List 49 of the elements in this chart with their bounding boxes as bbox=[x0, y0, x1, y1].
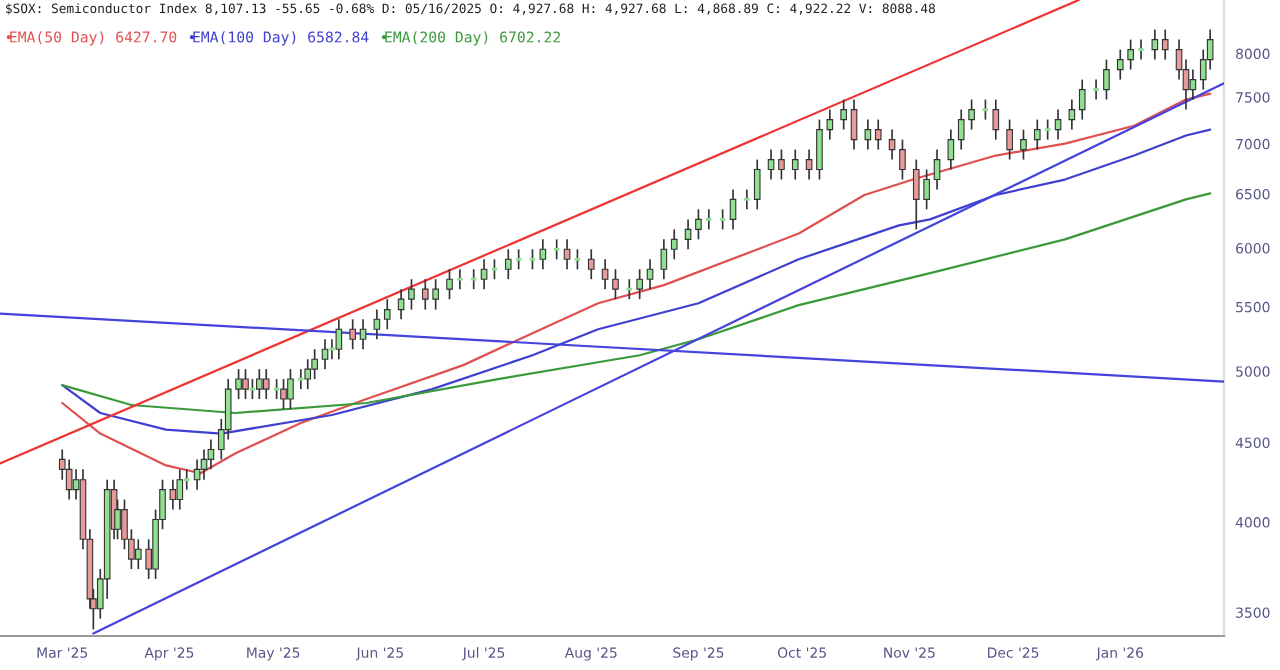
candlestick bbox=[753, 158, 761, 211]
candlestick bbox=[256, 368, 263, 400]
candlestick bbox=[373, 308, 381, 341]
candlestick bbox=[1103, 58, 1110, 101]
candlestick bbox=[359, 318, 367, 351]
candlestick bbox=[899, 138, 906, 181]
candlestick bbox=[1068, 98, 1076, 131]
candlestick bbox=[176, 468, 184, 511]
candlestick bbox=[262, 368, 270, 400]
candlestick bbox=[646, 258, 654, 291]
candlestick bbox=[695, 208, 702, 241]
candlestick bbox=[287, 368, 294, 410]
candlestick bbox=[1151, 28, 1159, 61]
candlestick bbox=[933, 148, 941, 191]
candlestick bbox=[1033, 118, 1041, 151]
candlestick bbox=[660, 238, 668, 281]
candlestick bbox=[840, 98, 847, 131]
candlestick bbox=[791, 148, 799, 181]
candlestick bbox=[1006, 118, 1013, 161]
candlestick bbox=[242, 368, 249, 400]
candlestick bbox=[321, 338, 329, 370]
candlestick bbox=[563, 238, 571, 271]
line-series bbox=[61, 192, 1212, 415]
candlestick bbox=[874, 118, 882, 151]
candlestick bbox=[539, 238, 547, 271]
candlestick bbox=[992, 98, 1000, 141]
candlestick bbox=[480, 258, 488, 291]
candlestick bbox=[1020, 128, 1027, 161]
candlestick bbox=[587, 248, 595, 281]
candlestick bbox=[888, 128, 896, 161]
candlestick bbox=[684, 218, 692, 251]
candlestick bbox=[446, 268, 453, 301]
candlestick bbox=[1161, 28, 1169, 61]
candlestick bbox=[670, 228, 678, 261]
candlestick bbox=[778, 148, 785, 181]
candlestick bbox=[280, 378, 287, 410]
candlestick bbox=[349, 318, 356, 351]
candlestick bbox=[864, 118, 872, 151]
candlestick bbox=[335, 318, 343, 361]
candlestick bbox=[729, 188, 737, 231]
candlestick bbox=[1189, 68, 1197, 101]
candlestick bbox=[1054, 108, 1062, 141]
candlestick bbox=[850, 98, 858, 151]
candlestick bbox=[1078, 78, 1086, 121]
candlestick bbox=[767, 148, 775, 181]
candlestick bbox=[947, 128, 955, 171]
candlestick bbox=[636, 268, 643, 301]
candlestick bbox=[504, 248, 512, 281]
candlestick bbox=[383, 298, 391, 331]
